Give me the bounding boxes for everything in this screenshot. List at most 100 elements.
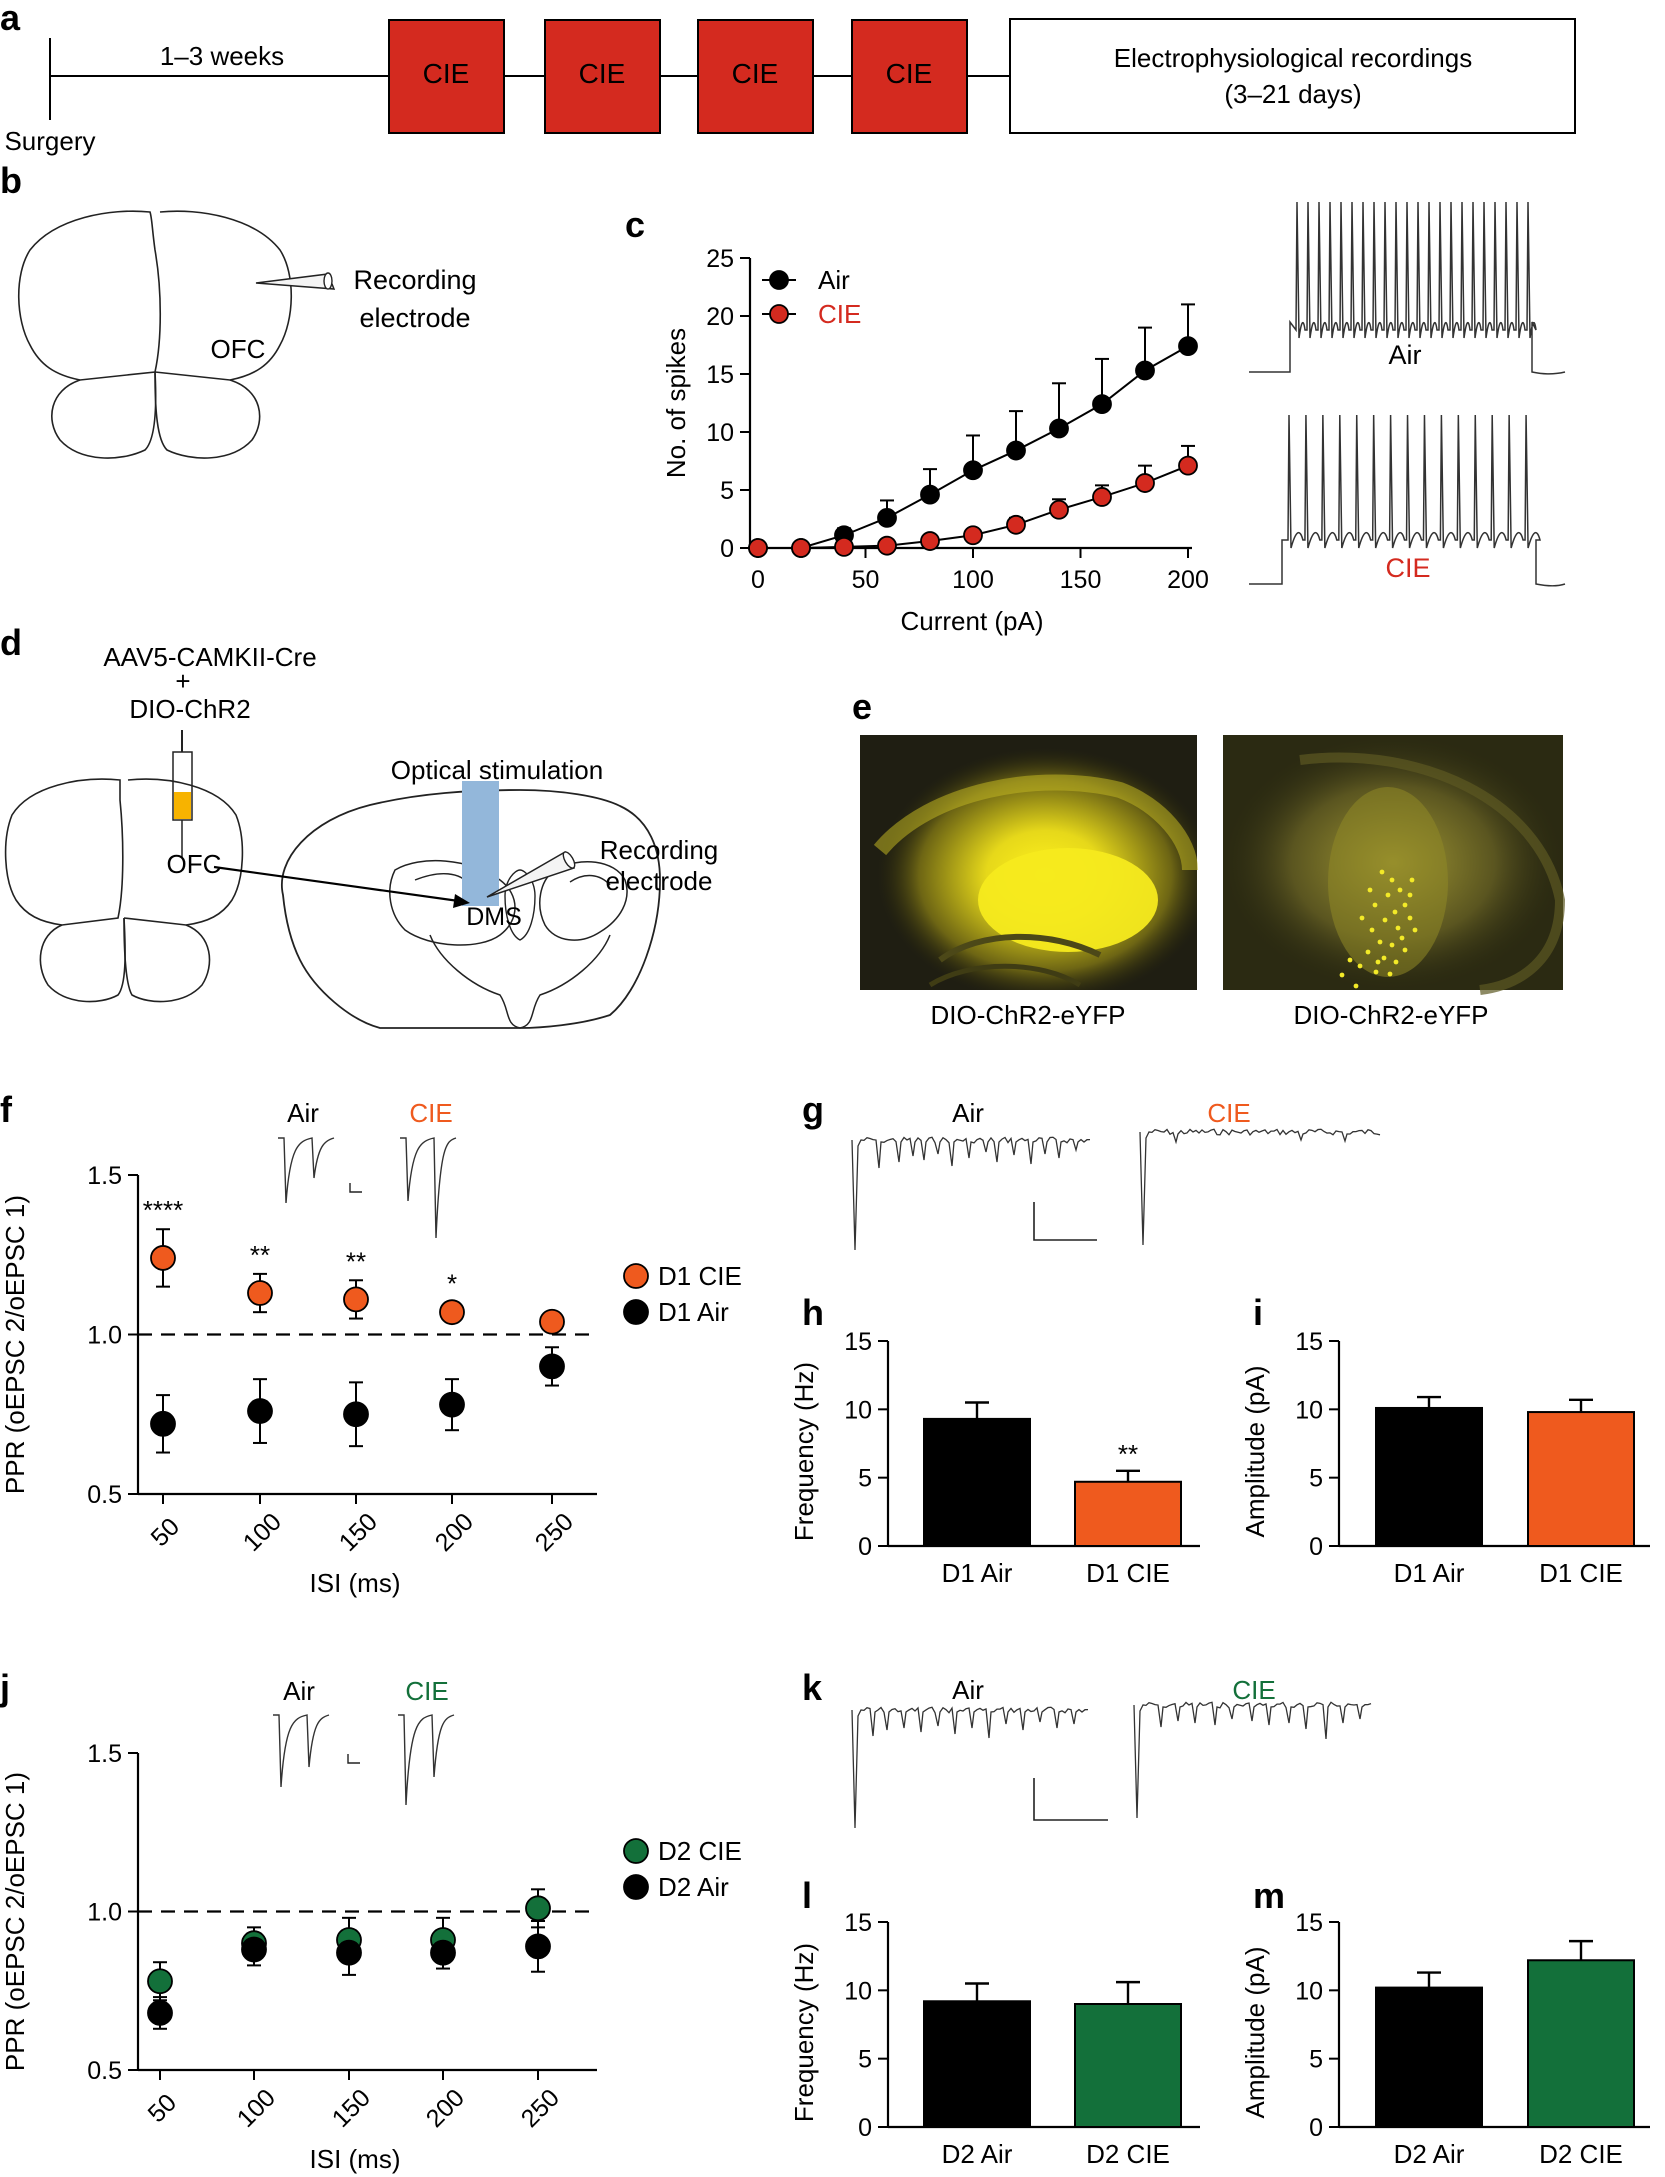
yfp-cell bbox=[1402, 947, 1408, 953]
cie-blocks: CIE CIE CIE CIE bbox=[388, 19, 968, 134]
cie-block-label: CIE bbox=[579, 58, 626, 89]
cie-block-label: CIE bbox=[732, 58, 779, 89]
bar-d1-air bbox=[1375, 1406, 1483, 1548]
bar-d1-air bbox=[923, 1417, 1031, 1548]
significance-mark: * bbox=[447, 1269, 457, 1299]
scale-bar bbox=[349, 1183, 362, 1193]
yfp-cell bbox=[1347, 957, 1353, 963]
right-hemisphere-outline bbox=[154, 210, 293, 381]
electrode-label-line1: Recording bbox=[353, 265, 476, 295]
cie-block bbox=[544, 19, 661, 134]
chart-l-frequency-d2: 0 5 10 15 Frequency (Hz) D2 Air D2 CIE bbox=[789, 1909, 1200, 2169]
ofc-label: OFC bbox=[211, 334, 266, 364]
yfp-cell bbox=[1389, 877, 1395, 883]
yfp-cell bbox=[1369, 927, 1375, 933]
y-tick-label: 5 bbox=[858, 1465, 872, 1493]
legend-label: D2 CIE bbox=[658, 1836, 742, 1866]
data-point-d1-air bbox=[150, 1410, 176, 1437]
x-tick-label: D2 Air bbox=[942, 2139, 1013, 2169]
y-tick-label: 1.5 bbox=[87, 1740, 122, 1768]
y-tick-label: 0.5 bbox=[87, 1481, 122, 1509]
y-tick-label: 0 bbox=[858, 2114, 872, 2142]
y-tick-label: 0.5 bbox=[87, 2057, 122, 2085]
data-point-d2-cie bbox=[525, 1895, 551, 1922]
panel-f-insets: Air CIE bbox=[278, 1098, 457, 1239]
data-point-d1-cie bbox=[439, 1299, 465, 1326]
micrograph-2 bbox=[1223, 735, 1566, 995]
data-point-cie bbox=[791, 538, 811, 558]
data-point-air bbox=[1178, 336, 1198, 357]
chart-j-ppr-d2: 0.5 1.0 1.5 50 100 150 200 250 ISI (ms) PPR (oEPS… bbox=[0, 1740, 742, 2174]
y-tick-label: 15 bbox=[706, 361, 734, 389]
target-label: DMS bbox=[466, 903, 522, 931]
legend-label: D1 CIE bbox=[658, 1261, 742, 1291]
image1-caption: DIO-ChR2-eYFP bbox=[930, 1000, 1125, 1030]
data-point-d1-cie bbox=[539, 1308, 565, 1335]
trace-air-label: Air bbox=[952, 1098, 984, 1128]
x-tick-label: D2 Air bbox=[1394, 2139, 1465, 2169]
panel-letters: a b c d e f g h i j k l m bbox=[0, 0, 1285, 1916]
data-point-d2-air bbox=[241, 1936, 267, 1963]
y-tick-label: 25 bbox=[706, 245, 734, 273]
image2-caption: DIO-ChR2-eYFP bbox=[1293, 1000, 1488, 1030]
recording-label-line2: (3–21 days) bbox=[1224, 79, 1361, 109]
air-ppr-trace bbox=[278, 1137, 335, 1204]
data-point-d1-air bbox=[539, 1353, 565, 1380]
y-tick-label: 10 bbox=[844, 1396, 872, 1424]
virus-label-line2: DIO-ChR2 bbox=[129, 694, 250, 724]
x-tick-label: 100 bbox=[952, 566, 994, 594]
yfp-cell bbox=[1397, 887, 1403, 893]
electrode-label-line2: electrode bbox=[359, 303, 470, 333]
x-tick-label: 200 bbox=[430, 1508, 479, 1557]
yfp-cell bbox=[1393, 959, 1399, 965]
electrode-icon-2 bbox=[486, 850, 576, 898]
panel-letter-k: k bbox=[802, 1667, 823, 1708]
y-tick-label: 5 bbox=[1309, 1465, 1323, 1493]
panel-letter-e: e bbox=[852, 686, 872, 727]
panel-letter-h: h bbox=[802, 1292, 824, 1333]
yfp-cell bbox=[1379, 869, 1385, 875]
yfp-cell bbox=[1389, 942, 1395, 948]
inset-air-label: Air bbox=[287, 1098, 319, 1128]
yfp-cell bbox=[1382, 917, 1388, 923]
cie-block-label: CIE bbox=[886, 58, 933, 89]
data-point-d1-cie bbox=[343, 1286, 369, 1313]
chart-h-frequency-d1: 0 5 10 15 Frequency (Hz) D1 Air D1 CIE ** bbox=[789, 1328, 1200, 1588]
yfp-cell bbox=[1373, 969, 1379, 975]
panel-letter-f: f bbox=[0, 1089, 13, 1130]
data-point-d1-air bbox=[247, 1398, 273, 1424]
x-tick-label: D1 CIE bbox=[1086, 1558, 1170, 1588]
yfp-cell bbox=[1367, 887, 1373, 893]
bar-d1-cie bbox=[1074, 1480, 1182, 1548]
y-tick-label: 5 bbox=[720, 477, 734, 505]
chart-m-amplitude-d2: 0 5 10 15 Amplitude (pA) D2 Air D2 CIE bbox=[1240, 1909, 1650, 2169]
air-spike-trace bbox=[1249, 201, 1566, 375]
y-axis-title: PPR (oEPSC 2/oEPSC 1) bbox=[0, 1195, 30, 1494]
bar-d2-cie bbox=[1074, 2003, 1182, 2128]
x-tick-label: 200 bbox=[421, 2084, 470, 2133]
interval-label: 1–3 weeks bbox=[160, 41, 284, 71]
panel-k-traces: Air CIE bbox=[851, 1675, 1372, 1829]
electrode2-label-line2: electrode bbox=[606, 866, 713, 896]
y-axis-title: Frequency (Hz) bbox=[789, 1362, 819, 1541]
x-tick-label: 50 bbox=[146, 1513, 185, 1552]
x-axis-title: ISI (ms) bbox=[310, 2144, 401, 2174]
yfp-cell bbox=[1409, 877, 1415, 883]
legend-marker bbox=[769, 304, 789, 324]
coronal-section-outline bbox=[281, 789, 661, 1029]
data-point-air bbox=[877, 507, 897, 528]
data-point-air bbox=[963, 460, 983, 481]
yfp-cell bbox=[1392, 909, 1398, 915]
panel-letter-b: b bbox=[0, 160, 22, 201]
data-point-cie bbox=[1135, 473, 1155, 493]
panel-letter-m: m bbox=[1253, 1875, 1285, 1916]
y-tick-label: 10 bbox=[1295, 1977, 1323, 2005]
y-axis-title: Amplitude (pA) bbox=[1240, 1947, 1270, 2119]
legend-label: CIE bbox=[818, 299, 861, 329]
cie-block bbox=[697, 19, 814, 134]
data-point-cie bbox=[1006, 514, 1026, 535]
legend-marker bbox=[623, 1838, 649, 1864]
x-tick-label: D2 CIE bbox=[1086, 2139, 1170, 2169]
panel-b-brain-diagram: OFC Recording electrode bbox=[17, 210, 477, 459]
x-axis-title: Current (pA) bbox=[900, 606, 1043, 636]
